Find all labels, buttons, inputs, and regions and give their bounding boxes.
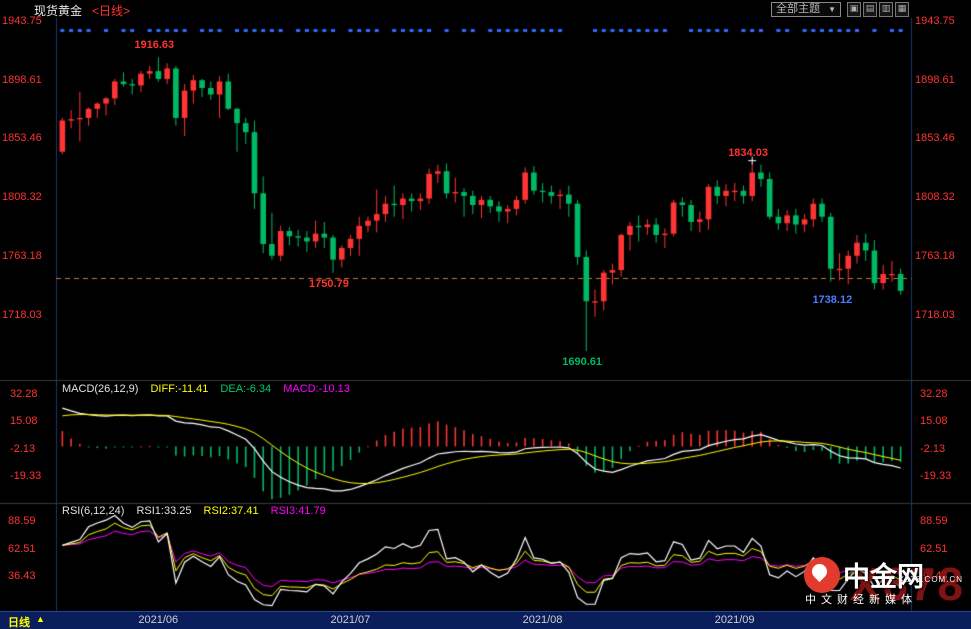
x-axis-label: 2021/09 xyxy=(714,614,755,626)
rsi3-value: RSI3:41.79 xyxy=(270,505,326,517)
price-annotation: 1750.79 xyxy=(309,277,349,290)
rsi2-value: RSI2:37.41 xyxy=(203,505,259,517)
rsi-title: RSI(6,12,24) xyxy=(62,505,125,517)
window-button-1[interactable]: ▣ xyxy=(847,2,861,17)
price-annotation: 1834.03 xyxy=(728,146,768,159)
macd-title: MACD(26,12,9) xyxy=(62,383,139,395)
period-tag: <日线> xyxy=(92,4,131,18)
macd-dea-value: DEA:-6.34 xyxy=(220,383,272,395)
rsi1-value: RSI1:33.25 xyxy=(136,505,192,517)
up-arrow-icon[interactable]: ▲ xyxy=(36,614,45,624)
window-buttons: ▣ ▤ ▥ ▦ xyxy=(847,2,909,17)
price-annotation: 1916.63 xyxy=(134,39,175,52)
macd-indicator-row: MACD(26,12,9) DIFF:-11.41 DEA:-6.34 MACD… xyxy=(62,383,359,395)
x-axis-label: 2021/08 xyxy=(522,614,563,626)
rsi-indicator-row: RSI(6,12,24) RSI1:33.25 RSI2:37.41 RSI3:… xyxy=(62,505,335,517)
price-annotation: 1738.12 xyxy=(812,294,853,307)
bottom-bar: 日线 ▲ 2021/06 2021/07 2021/08 2021/09 xyxy=(0,611,971,629)
symbol-title: 现货黄金 xyxy=(34,4,83,18)
window-button-4[interactable]: ▦ xyxy=(895,2,909,17)
window-button-3[interactable]: ▥ xyxy=(879,2,893,17)
x-axis-label: 2021/07 xyxy=(330,614,371,626)
theme-dropdown[interactable]: 全部主题 ▼ xyxy=(771,2,841,17)
window-button-2[interactable]: ▤ xyxy=(863,2,877,17)
price-annotation: 1690.61 xyxy=(562,356,603,369)
title-bar: 现货黄金 <日线> 全部主题 ▼ ▣ ▤ ▥ ▦ xyxy=(0,0,971,18)
chevron-down-icon: ▼ xyxy=(828,5,836,14)
x-axis-label: 2021/06 xyxy=(138,614,179,626)
theme-dropdown-label: 全部主题 xyxy=(776,3,821,15)
footer-period-label[interactable]: 日线 xyxy=(8,617,30,629)
macd-macd-value: MACD:-10.13 xyxy=(283,383,350,395)
macd-diff-value: DIFF:-11.41 xyxy=(150,383,209,395)
